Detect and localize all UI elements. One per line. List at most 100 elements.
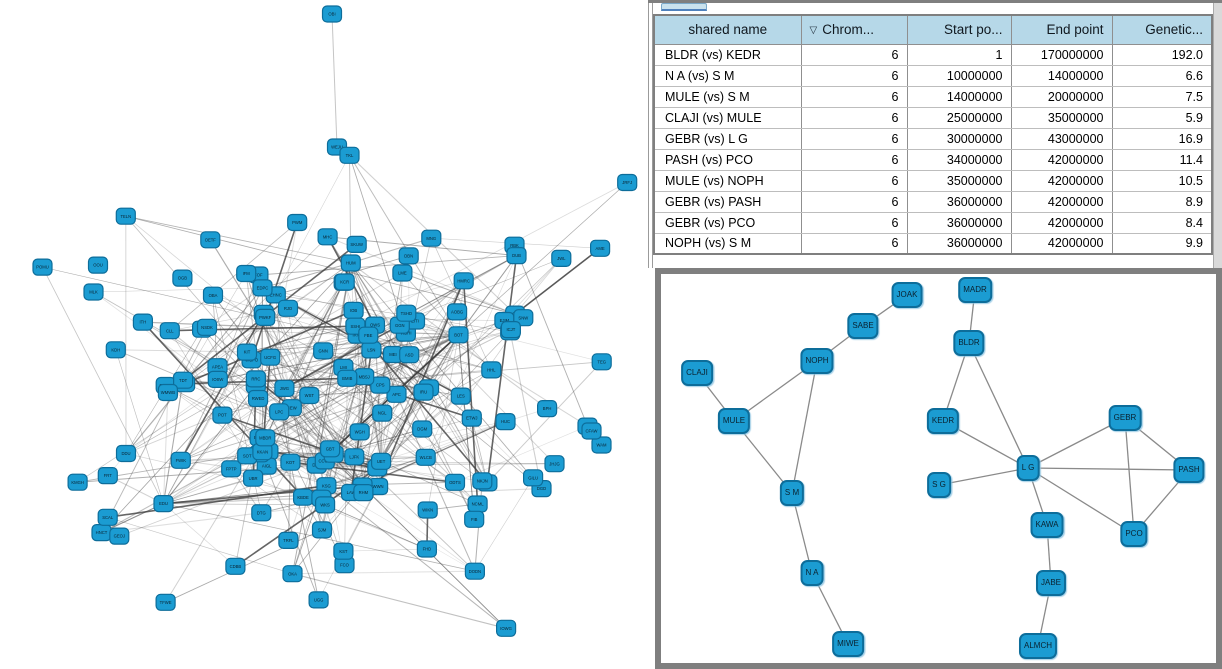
network-edge[interactable] <box>292 454 334 574</box>
network-node[interactable] <box>67 473 88 491</box>
network-edge[interactable] <box>268 451 476 572</box>
subnetwork-node-jabe[interactable]: JABE <box>1035 570 1067 596</box>
subnetwork-node-pash[interactable]: PASH <box>1173 457 1205 483</box>
table-cell[interactable]: 16.9 <box>1111 127 1213 150</box>
network-edge[interactable] <box>42 266 164 504</box>
network-node[interactable] <box>109 527 130 545</box>
network-edge[interactable] <box>292 454 335 574</box>
network-edge[interactable] <box>265 317 505 321</box>
table-cell[interactable]: 6.6 <box>1111 64 1213 87</box>
network-edge[interactable] <box>350 262 542 489</box>
network-edge[interactable] <box>362 485 507 629</box>
network-node[interactable] <box>260 348 281 366</box>
network-edge[interactable] <box>427 334 459 511</box>
table-cell[interactable]: 10000000 <box>906 64 1012 87</box>
subnetwork-edge[interactable] <box>791 360 818 494</box>
network-edge[interactable] <box>396 394 476 572</box>
network-node[interactable] <box>202 286 224 304</box>
network-node[interactable] <box>453 272 474 290</box>
network-node[interactable] <box>448 326 469 344</box>
network-edge[interactable] <box>251 272 403 361</box>
network-node[interactable] <box>506 247 527 265</box>
network-edge[interactable] <box>165 437 266 603</box>
table-cell[interactable]: 6 <box>800 169 908 192</box>
network-edge[interactable] <box>101 262 352 533</box>
column-header-0[interactable]: shared name <box>653 14 802 45</box>
table-cell[interactable]: 35000000 <box>906 169 1012 192</box>
network-node[interactable] <box>132 313 153 331</box>
table-cell[interactable]: CLAJI (vs) MULE <box>653 106 802 129</box>
network-edge[interactable] <box>255 334 459 380</box>
subnetwork-node-mule[interactable]: MULE <box>717 408 751 434</box>
network-edge[interactable] <box>284 324 401 390</box>
subnetwork-node-s-g[interactable]: S G <box>927 472 951 498</box>
network-edge[interactable] <box>169 222 298 332</box>
network-node[interactable] <box>255 308 276 326</box>
table-scrollbar-track[interactable] <box>1213 3 1222 268</box>
table-row[interactable]: PASH (vs) PCO 6 34000000 42000000 11.4 <box>653 148 1213 171</box>
column-header-1[interactable]: ▽ Chrom... <box>800 14 908 45</box>
network-edge[interactable] <box>142 321 269 452</box>
network-edge[interactable] <box>326 485 507 629</box>
table-cell[interactable]: 6 <box>800 211 908 234</box>
table-row[interactable]: CLAJI (vs) MULE 6 25000000 35000000 5.9 <box>653 106 1213 129</box>
network-edge[interactable] <box>259 334 459 438</box>
network-node[interactable] <box>115 444 137 463</box>
network-edge[interactable] <box>458 255 517 336</box>
network-edge[interactable] <box>266 262 352 467</box>
network-node[interactable] <box>157 383 178 402</box>
table-cell[interactable]: 36000000 <box>906 211 1012 234</box>
network-edge[interactable] <box>163 155 350 504</box>
subnetwork-node-gebr[interactable]: GEBR <box>1108 405 1142 431</box>
network-edge[interactable] <box>353 280 464 311</box>
table-row[interactable]: N A (vs) S M 6 10000000 14000000 6.6 <box>653 64 1213 87</box>
table-cell[interactable]: 25000000 <box>906 106 1012 129</box>
network-edge[interactable] <box>324 504 428 550</box>
network-edge[interactable] <box>458 334 475 520</box>
network-node[interactable] <box>464 510 485 528</box>
subnetwork-edge[interactable] <box>1124 417 1135 535</box>
subnetwork-node-sabe[interactable]: SABE <box>847 313 879 339</box>
network-node[interactable] <box>97 508 118 526</box>
network-node[interactable] <box>415 448 436 466</box>
network-edge[interactable] <box>362 485 507 629</box>
table-cell[interactable]: NOPH (vs) S M <box>653 232 802 255</box>
network-edge[interactable] <box>283 281 346 389</box>
network-node[interactable] <box>170 451 191 469</box>
network-edge[interactable] <box>125 359 252 454</box>
network-edge[interactable] <box>350 262 382 462</box>
filter-icon[interactable]: ▽ <box>809 25 818 37</box>
network-edge[interactable] <box>101 503 164 534</box>
network-edge[interactable] <box>284 361 602 389</box>
network-edge[interactable] <box>458 182 628 336</box>
table-cell[interactable]: 8.4 <box>1111 211 1213 234</box>
table-cell[interactable]: BLDR (vs) KEDR <box>653 43 802 66</box>
subnetwork-edge[interactable] <box>968 342 1029 469</box>
table-cell[interactable]: 6 <box>800 127 908 150</box>
network-edge[interactable] <box>368 334 492 371</box>
network-edge[interactable] <box>380 461 478 505</box>
network-edge[interactable] <box>289 462 320 600</box>
network-edge[interactable] <box>107 516 293 575</box>
network-node[interactable] <box>353 484 374 502</box>
subnetwork-node-n-a[interactable]: N A <box>800 560 824 586</box>
table-cell[interactable]: MULE (vs) NOPH <box>653 169 802 192</box>
subnetwork-node-l-g[interactable]: L G <box>1016 455 1040 481</box>
network-node[interactable] <box>225 557 246 575</box>
network-node[interactable] <box>536 400 558 418</box>
network-node[interactable] <box>481 361 502 379</box>
network-edge[interactable] <box>162 380 184 504</box>
network-edge[interactable] <box>258 255 517 276</box>
table-cell[interactable]: 6 <box>800 64 908 87</box>
table-cell[interactable]: 6 <box>800 232 908 255</box>
table-cell[interactable]: 36000000 <box>906 232 1012 255</box>
network-edge[interactable] <box>115 349 164 504</box>
network-edge[interactable] <box>509 331 543 489</box>
table-cell[interactable]: 8.9 <box>1111 190 1213 213</box>
table-row[interactable]: BLDR (vs) KEDR 6 1 170000000 192.0 <box>653 43 1213 66</box>
network-edge[interactable] <box>342 334 460 552</box>
network-edge[interactable] <box>350 262 382 462</box>
table-cell[interactable]: 14000000 <box>1010 64 1113 87</box>
table-cell[interactable]: 1 <box>906 43 1012 66</box>
network-edge[interactable] <box>169 313 264 331</box>
